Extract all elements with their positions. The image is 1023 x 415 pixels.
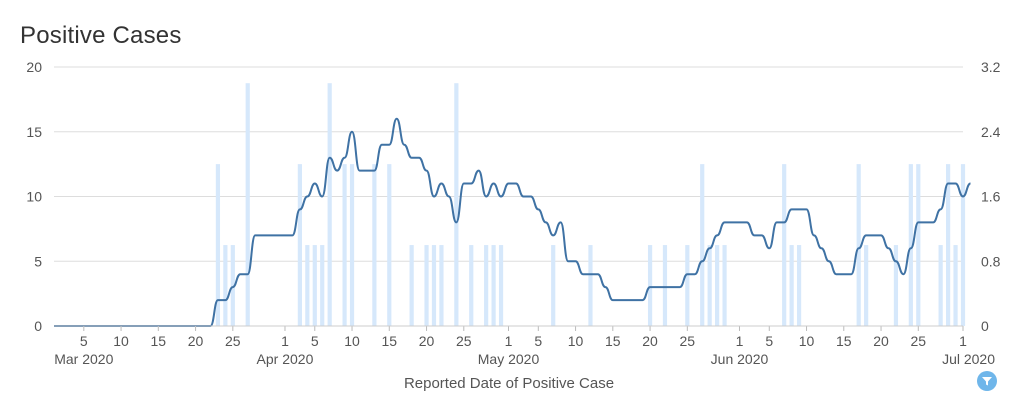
y-right-tick-label: 3.2 bbox=[981, 59, 1001, 75]
x-month-label: Jun 2020 bbox=[711, 351, 769, 367]
filter-button[interactable] bbox=[977, 371, 997, 391]
daily-bar bbox=[662, 245, 668, 326]
x-tick-label: 25 bbox=[911, 333, 927, 349]
y-left-tick-label: 15 bbox=[26, 124, 42, 140]
daily-bar bbox=[431, 245, 437, 326]
daily-bar bbox=[864, 245, 869, 326]
x-tick-label: 15 bbox=[151, 333, 167, 349]
daily-bar bbox=[469, 245, 474, 326]
x-month-label: Mar 2020 bbox=[54, 351, 113, 367]
x-tick-label: 15 bbox=[605, 333, 621, 349]
x-tick-label: 5 bbox=[311, 333, 319, 349]
x-tick-label: 20 bbox=[419, 333, 435, 349]
daily-bar bbox=[908, 164, 913, 326]
daily-bar bbox=[349, 164, 355, 326]
daily-bar bbox=[230, 245, 235, 326]
x-tick-label: 10 bbox=[344, 333, 360, 349]
daily-bar bbox=[215, 164, 221, 326]
x-tick-label: 5 bbox=[765, 333, 773, 349]
daily-bar bbox=[945, 164, 951, 326]
daily-bar bbox=[320, 245, 325, 326]
x-tick-label: 1 bbox=[505, 333, 513, 349]
x-tick-label: 1 bbox=[959, 333, 967, 349]
x-tick-label: 10 bbox=[799, 333, 815, 349]
x-tick-label: 20 bbox=[188, 333, 204, 349]
daily-bar bbox=[484, 245, 489, 326]
daily-bar bbox=[245, 83, 250, 326]
x-tick-label: 20 bbox=[642, 333, 658, 349]
daily-bar bbox=[856, 164, 861, 326]
daily-bar bbox=[551, 245, 556, 326]
x-tick-label: 10 bbox=[568, 333, 584, 349]
y-right-tick-label: 0.8 bbox=[981, 253, 1001, 269]
daily-bar bbox=[297, 164, 302, 326]
daily-bar bbox=[789, 245, 794, 326]
y-left-tick-label: 5 bbox=[34, 253, 42, 269]
y-right-tick-label: 2.4 bbox=[981, 124, 1001, 140]
daily-bar bbox=[454, 83, 459, 326]
y-right-tick-label: 0 bbox=[981, 318, 989, 334]
daily-bar bbox=[685, 245, 690, 326]
daily-bar bbox=[498, 245, 504, 326]
x-tick-label: 5 bbox=[534, 333, 542, 349]
x-tick-label: 20 bbox=[873, 333, 889, 349]
chart-title: Positive Cases bbox=[20, 22, 182, 49]
daily-bar bbox=[782, 164, 787, 326]
daily-bar bbox=[305, 245, 310, 326]
daily-bar bbox=[893, 245, 899, 326]
daily-bar bbox=[424, 245, 429, 326]
grid-lines bbox=[54, 66, 963, 327]
cases-line-path bbox=[54, 117, 971, 328]
daily-bar bbox=[938, 245, 943, 326]
daily-bar bbox=[953, 245, 958, 326]
daily-bar bbox=[223, 245, 228, 326]
y-left-tick-label: 0 bbox=[34, 318, 42, 334]
x-tick-label: 1 bbox=[281, 333, 289, 349]
daily-bar bbox=[700, 164, 705, 326]
x-tick-label: 25 bbox=[680, 333, 696, 349]
x-month-label: May 2020 bbox=[478, 351, 540, 367]
daily-bar bbox=[722, 245, 727, 326]
cases-line bbox=[54, 117, 971, 328]
x-month-label: Jul 2020 bbox=[942, 351, 995, 367]
x-tick-label: 15 bbox=[381, 333, 397, 349]
x-tick-label: 10 bbox=[113, 333, 129, 349]
x-tick-label: 1 bbox=[736, 333, 744, 349]
x-tick-label: 15 bbox=[836, 333, 852, 349]
axes: 0 05 0.810 1.615 2.420 3.25 10 15 20 25 1 5 10 15 20 25… bbox=[26, 59, 1000, 367]
y-left-tick-label: 20 bbox=[26, 59, 42, 75]
daily-bar bbox=[409, 245, 414, 326]
daily-bar bbox=[588, 245, 593, 326]
daily-bar bbox=[327, 83, 332, 326]
x-tick-label: 25 bbox=[225, 333, 241, 349]
daily-bar bbox=[707, 245, 712, 326]
daily-bar bbox=[312, 245, 317, 326]
daily-bar bbox=[439, 245, 444, 326]
x-axis-label: Reported Date of Positive Case bbox=[404, 375, 614, 392]
daily-bar bbox=[342, 164, 347, 326]
y-right-tick-label: 1.6 bbox=[981, 189, 1001, 205]
y-left-tick-label: 10 bbox=[26, 189, 42, 205]
daily-bar bbox=[647, 245, 653, 326]
filter-icon bbox=[982, 377, 992, 386]
x-month-label: Apr 2020 bbox=[257, 351, 314, 367]
daily-bar bbox=[715, 245, 720, 326]
daily-bar bbox=[372, 164, 377, 326]
x-tick-label: 25 bbox=[456, 333, 472, 349]
daily-bar bbox=[796, 245, 802, 326]
x-tick-label: 5 bbox=[80, 333, 88, 349]
daily-bar bbox=[916, 164, 921, 326]
daily-bars bbox=[215, 83, 966, 326]
daily-bar bbox=[491, 245, 496, 326]
daily-bar bbox=[387, 164, 392, 326]
daily-bar bbox=[960, 164, 966, 326]
